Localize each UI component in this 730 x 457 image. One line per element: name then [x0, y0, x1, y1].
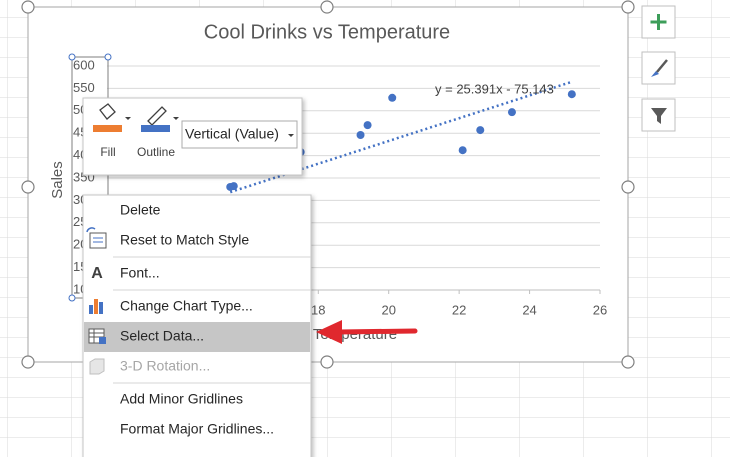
menu-item[interactable]: Format Major Gridlines... [120, 421, 274, 437]
fill-label: Fill [100, 145, 115, 159]
annotation-arrow [316, 320, 418, 344]
x-tick-label: 18 [311, 302, 325, 317]
chart-filters-button[interactable] [641, 98, 676, 132]
data-point [458, 146, 467, 155]
select-data-icon [88, 328, 106, 344]
fill-button[interactable] [93, 103, 131, 132]
x-tick-label: 20 [381, 302, 395, 317]
chart-handles[interactable] [21, 0, 635, 369]
menu-item: 3-D Rotation... [120, 358, 210, 374]
y-axis-title: Sales [49, 161, 66, 199]
menu-item[interactable]: Delete [120, 202, 161, 218]
x-tick-label: 24 [522, 302, 536, 317]
rotation-icon [89, 358, 105, 375]
y-tick-label: 600 [73, 57, 95, 72]
data-point [507, 108, 516, 117]
menu-item[interactable]: Add Minor Gridlines [120, 391, 243, 407]
data-point [229, 182, 238, 191]
chart-type-icon [89, 299, 103, 314]
dropdown-text: Vertical (Value) [185, 126, 279, 142]
chart-title: Cool Drinks vs Temperature [204, 21, 450, 43]
data-point [476, 126, 485, 135]
outline-button[interactable] [141, 106, 179, 132]
y-tick-label: 550 [73, 80, 95, 95]
mini-toolbar: Fill Outline Vertical (Value) [82, 97, 303, 176]
data-point [356, 130, 365, 139]
menu-icons: A [86, 227, 107, 375]
data-point [363, 121, 372, 130]
chart-elements-button[interactable] [641, 5, 676, 39]
outline-label: Outline [137, 145, 175, 159]
menu-item[interactable]: Font... [120, 265, 160, 281]
chart-styles-button[interactable] [641, 51, 676, 85]
menu-item[interactable]: Select Data... [120, 328, 204, 344]
context-menu: Delete Reset to Match Style Font... Change … [82, 194, 312, 457]
menu-highlight [84, 322, 310, 352]
data-point [567, 90, 576, 99]
trendline-equation: y = 25.391x - 75.143 [435, 81, 554, 96]
font-icon: A [91, 265, 103, 282]
element-dropdown[interactable] [181, 120, 298, 149]
menu-item[interactable]: Change Chart Type... [120, 298, 253, 314]
menu-item[interactable]: Reset to Match Style [120, 232, 249, 248]
reset-icon [86, 227, 107, 249]
x-tick-label: 22 [452, 302, 466, 317]
x-tick-label: 26 [593, 302, 607, 317]
data-point [388, 93, 397, 102]
